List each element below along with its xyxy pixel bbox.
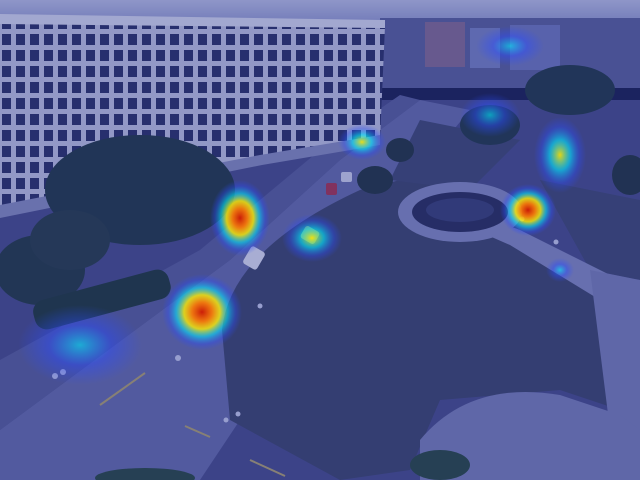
heat-spot-road-car: [282, 214, 342, 262]
distant-building: [425, 22, 465, 67]
plaza-bottom-right: [420, 392, 640, 480]
lane-marking: [249, 459, 286, 477]
tree: [386, 138, 414, 162]
right-lawn: [540, 180, 640, 280]
heat-spot-walkway: [162, 274, 242, 350]
heat-spot-right-lower: [546, 258, 574, 282]
pedestrian: [257, 303, 263, 309]
lane-marking: [184, 425, 211, 438]
fountain-water: [426, 198, 494, 222]
pedestrian: [223, 417, 229, 423]
tree-cluster: [30, 210, 110, 270]
white-car: [341, 172, 352, 182]
shrub: [95, 468, 195, 480]
pedestrian: [235, 411, 241, 417]
building-roof: [0, 14, 385, 28]
shrub: [410, 450, 470, 480]
heat-spot-distant: [476, 26, 544, 66]
heat-spot-fountain-path: [500, 184, 556, 236]
tree: [612, 155, 640, 195]
pedestrian: [553, 239, 559, 245]
pedestrian: [175, 355, 181, 361]
heat-spot-trees: [460, 93, 520, 137]
red-car: [326, 183, 337, 195]
tree: [357, 166, 393, 194]
right-vertical-path: [590, 270, 640, 440]
tree-cluster: [525, 65, 615, 115]
heat-spot-car: [210, 180, 270, 256]
heat-spot-right-path: [534, 117, 586, 193]
heat-spot-building-corner: [338, 124, 386, 160]
lane-marking: [99, 372, 146, 406]
heat-spot-far-left: [18, 305, 142, 385]
